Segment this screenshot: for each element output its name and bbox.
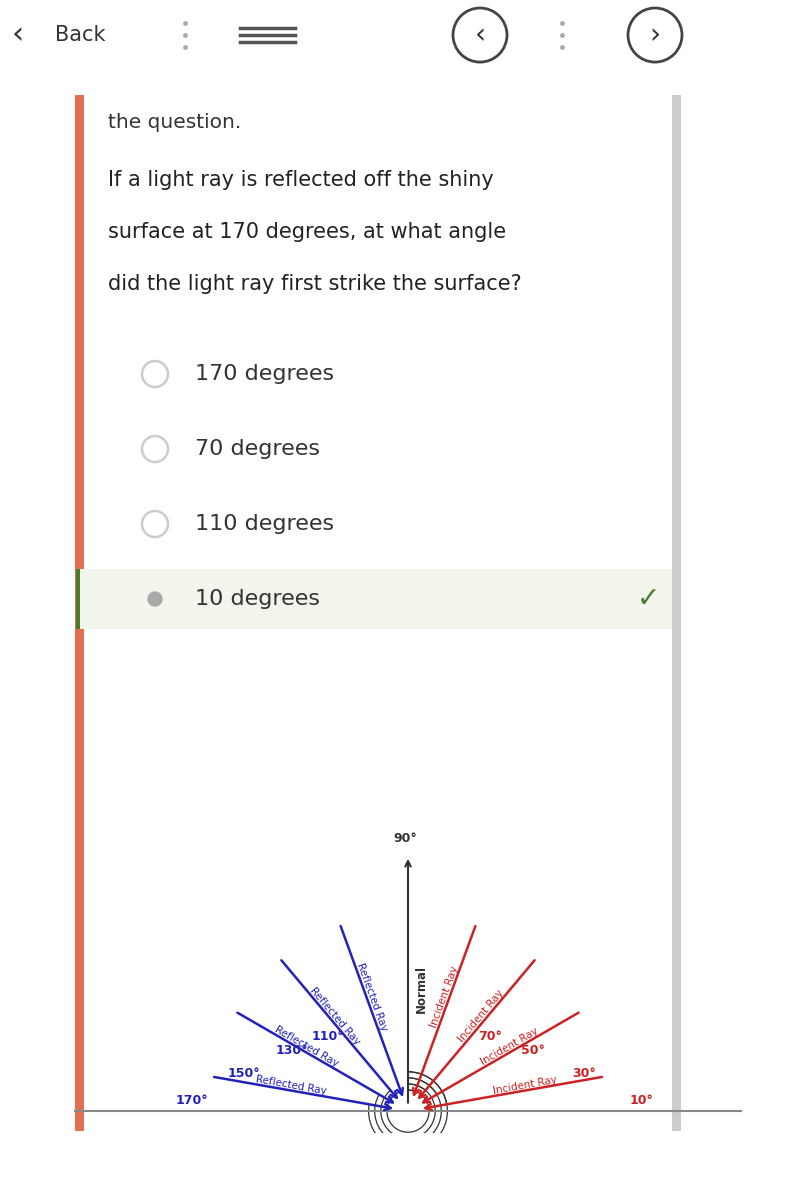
Text: If a light ray is reflected off the shiny: If a light ray is reflected off the shin… [108, 170, 494, 191]
Text: surface at 170 degrees, at what angle: surface at 170 degrees, at what angle [108, 222, 506, 242]
Text: 170 degrees: 170 degrees [195, 364, 334, 384]
Circle shape [148, 592, 162, 606]
Text: 10°: 10° [629, 1093, 653, 1106]
Bar [76, 569, 672, 629]
Text: Incident Ray: Incident Ray [493, 1075, 558, 1096]
Text: Incident Ray: Incident Ray [478, 1027, 540, 1067]
Text: the question.: the question. [108, 113, 242, 132]
Text: 10 degrees: 10 degrees [195, 590, 320, 609]
Text: 90°: 90° [394, 831, 417, 844]
Text: ‹: ‹ [474, 21, 486, 49]
Text: 110 degrees: 110 degrees [195, 515, 334, 534]
Text: 70°: 70° [478, 1030, 502, 1043]
Text: Reflected Ray: Reflected Ray [254, 1074, 327, 1097]
Text: Incident Ray: Incident Ray [457, 989, 506, 1045]
Bar [76, 569, 80, 629]
Text: 150°: 150° [228, 1067, 261, 1080]
Text: Back: Back [55, 25, 106, 45]
Text: 130°: 130° [275, 1043, 308, 1056]
Text: Normal: Normal [415, 965, 428, 1014]
Text: Reflected Ray: Reflected Ray [308, 985, 362, 1047]
Text: did the light ray first strike the surface?: did the light ray first strike the surfa… [108, 274, 522, 294]
Text: 30°: 30° [573, 1067, 596, 1080]
Text: ›: › [650, 21, 661, 49]
Text: Reflected Ray: Reflected Ray [354, 961, 389, 1033]
Text: 70 degrees: 70 degrees [195, 439, 320, 459]
Text: 110°: 110° [311, 1030, 344, 1043]
Text: 170°: 170° [175, 1093, 208, 1106]
Text: Incident Ray: Incident Ray [429, 965, 460, 1029]
Text: ‹: ‹ [12, 20, 24, 50]
Text: Reflected Ray: Reflected Ray [273, 1024, 340, 1070]
Bar [75, 95, 84, 1131]
Text: 50°: 50° [521, 1043, 545, 1056]
Bar [672, 95, 681, 1131]
Text: ✓: ✓ [636, 585, 660, 613]
